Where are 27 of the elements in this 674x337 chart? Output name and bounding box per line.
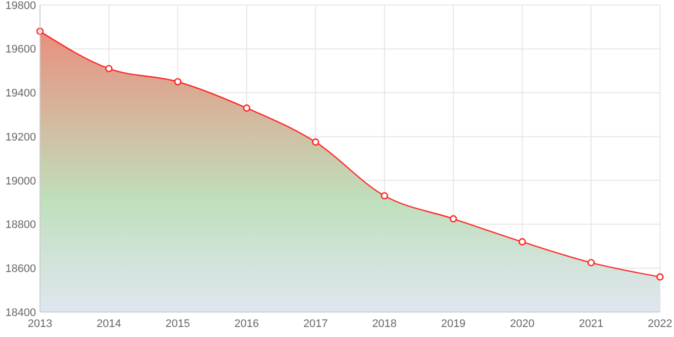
- x-tick-label: 2016: [234, 318, 259, 330]
- point: [450, 215, 457, 222]
- y-tick-label: 18800: [5, 219, 36, 232]
- x-tick-label: 2021: [578, 318, 604, 330]
- y-tick-label: 18400: [5, 306, 36, 319]
- x-tick-label: 2017: [303, 318, 328, 330]
- y-tick-label: 18600: [5, 262, 36, 275]
- x-tick-label: 2020: [510, 318, 534, 330]
- y-tick-label: 19200: [5, 131, 36, 144]
- point: [518, 238, 526, 246]
- x-tick-label: 2013: [28, 318, 52, 330]
- point: [243, 104, 250, 112]
- point: [312, 138, 320, 146]
- y-tick-label: 19000: [5, 175, 36, 188]
- x-tick-label: 2022: [648, 318, 672, 330]
- x-tick-label: 2015: [166, 318, 190, 330]
- x-tick-label: 2014: [96, 318, 122, 330]
- y-tick-label: 19400: [5, 88, 36, 100]
- x-tick-label: 2018: [372, 318, 397, 330]
- y-tick-label: 19600: [5, 44, 36, 56]
- point: [174, 78, 182, 86]
- x-tick-label: 2019: [441, 318, 466, 330]
- point: [656, 273, 664, 281]
- point: [380, 192, 388, 200]
- y-tick-label: 19800: [5, 0, 36, 12]
- point: [105, 64, 113, 72]
- point: [587, 259, 595, 266]
